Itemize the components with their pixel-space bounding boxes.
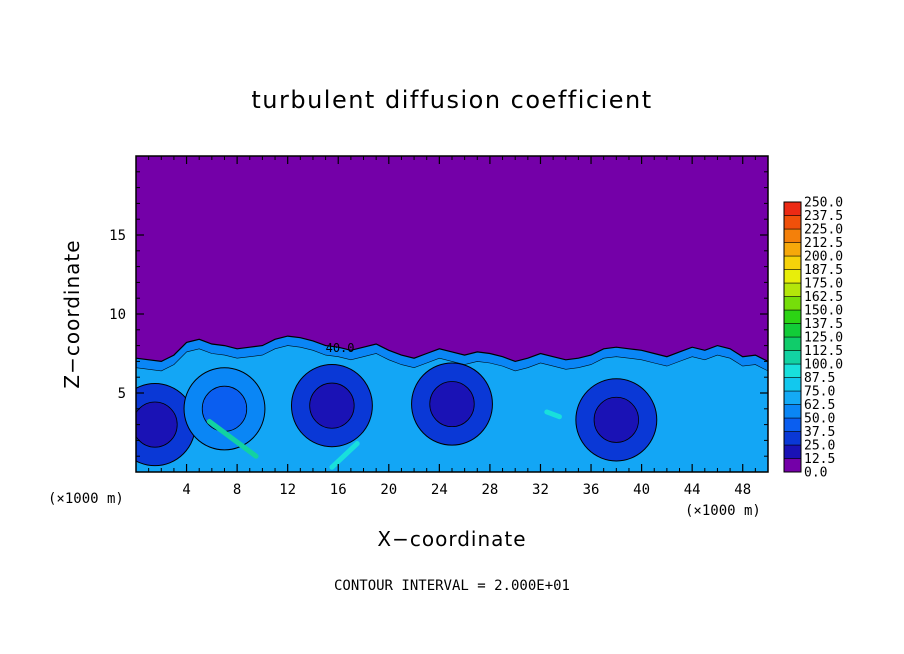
colorbar-label: 112.5 — [804, 344, 843, 359]
colorbar-frame — [783, 201, 802, 473]
x-tick-label-48: 48 — [734, 482, 751, 498]
colorbar-segment — [783, 458, 802, 473]
colorbar-segment — [783, 282, 802, 297]
colorbar-segment — [783, 431, 802, 446]
x-tick-label-4: 4 — [182, 482, 190, 498]
colorbar-segment — [783, 242, 802, 257]
colorbar-segment — [783, 417, 802, 432]
colorbar-label: 212.5 — [804, 236, 843, 251]
colorbar-label: 137.5 — [804, 317, 843, 332]
colorbar-segment — [783, 444, 802, 459]
eddy-core-3 — [136, 401, 178, 448]
colorbar-label: 237.5 — [804, 209, 843, 224]
colorbar-label: 162.5 — [804, 290, 843, 305]
x-tick-label-24: 24 — [431, 482, 448, 498]
colorbar-segment — [783, 269, 802, 284]
colorbar-label: 200.0 — [804, 250, 843, 265]
colorbar-segment — [783, 404, 802, 419]
colorbar-label: 87.5 — [804, 371, 835, 386]
colorbar-segment — [783, 336, 802, 351]
x-tick-label-12: 12 — [279, 482, 296, 498]
x-axis-unit-right: (×1000 m) — [685, 503, 761, 519]
x-tick-label-36: 36 — [583, 482, 600, 498]
colorbar-segment — [783, 255, 802, 270]
colorbar-label: 50.0 — [804, 412, 835, 427]
colorbar-segment — [783, 350, 802, 365]
colorbar-segment — [783, 228, 802, 243]
colorbar-segment — [783, 215, 802, 230]
plot-field: 40.0 — [136, 335, 768, 472]
colorbar-label: 75.0 — [804, 385, 835, 400]
high-streak-1 — [329, 441, 360, 470]
colorbar-label: 62.5 — [804, 398, 835, 413]
x-tick-label-32: 32 — [532, 482, 549, 498]
colorbar-label: 25.0 — [804, 439, 835, 454]
eddy-core-1 — [429, 381, 475, 428]
y-tick-label-5: 5 — [118, 386, 126, 402]
eddy-core-4 — [201, 385, 248, 432]
high-streak-2 — [544, 409, 562, 420]
colorbar-label: 225.0 — [804, 223, 843, 238]
chart-title: turbulent diffusion coefficient — [251, 86, 653, 114]
contour-interval-note: CONTOUR INTERVAL = 2.000E+01 — [333, 578, 570, 594]
x-axis-unit-left: (×1000 m) — [48, 491, 124, 507]
colorbar-label: 175.0 — [804, 277, 843, 292]
x-tick-label-28: 28 — [481, 482, 498, 498]
colorbar-label: 187.5 — [804, 263, 843, 278]
contour-label: 40.0 — [326, 341, 355, 355]
colorbar-label: 37.5 — [804, 425, 835, 440]
colorbar-segment — [783, 309, 802, 324]
x-tick-label-16: 16 — [330, 482, 347, 498]
colorbar-label: 250.0 — [804, 196, 843, 211]
x-tick-label-8: 8 — [233, 482, 241, 498]
colorbar-segment — [783, 201, 802, 216]
y-tick-label-15: 15 — [109, 228, 126, 244]
colorbar-label: 0.0 — [804, 466, 827, 481]
x-axis-label: X−coordinate — [377, 527, 527, 551]
colorbar-segment — [783, 377, 802, 392]
x-tick-label-44: 44 — [684, 482, 701, 498]
colorbar-segment — [783, 323, 802, 338]
high-streak-0 — [206, 418, 259, 459]
colorbar-label: 150.0 — [804, 304, 843, 319]
colorbar-segment — [783, 296, 802, 311]
eddy-core-2 — [593, 396, 639, 443]
eddy-core-0 — [309, 382, 355, 429]
colorbar-segment — [783, 390, 802, 405]
colorbar-label: 100.0 — [804, 358, 843, 373]
colorbar-label: 125.0 — [804, 331, 843, 346]
x-tick-label-20: 20 — [380, 482, 397, 498]
x-tick-label-40: 40 — [633, 482, 650, 498]
colorbar-segment — [783, 363, 802, 378]
y-tick-label-10: 10 — [109, 307, 126, 323]
colorbar-label: 12.5 — [804, 452, 835, 467]
